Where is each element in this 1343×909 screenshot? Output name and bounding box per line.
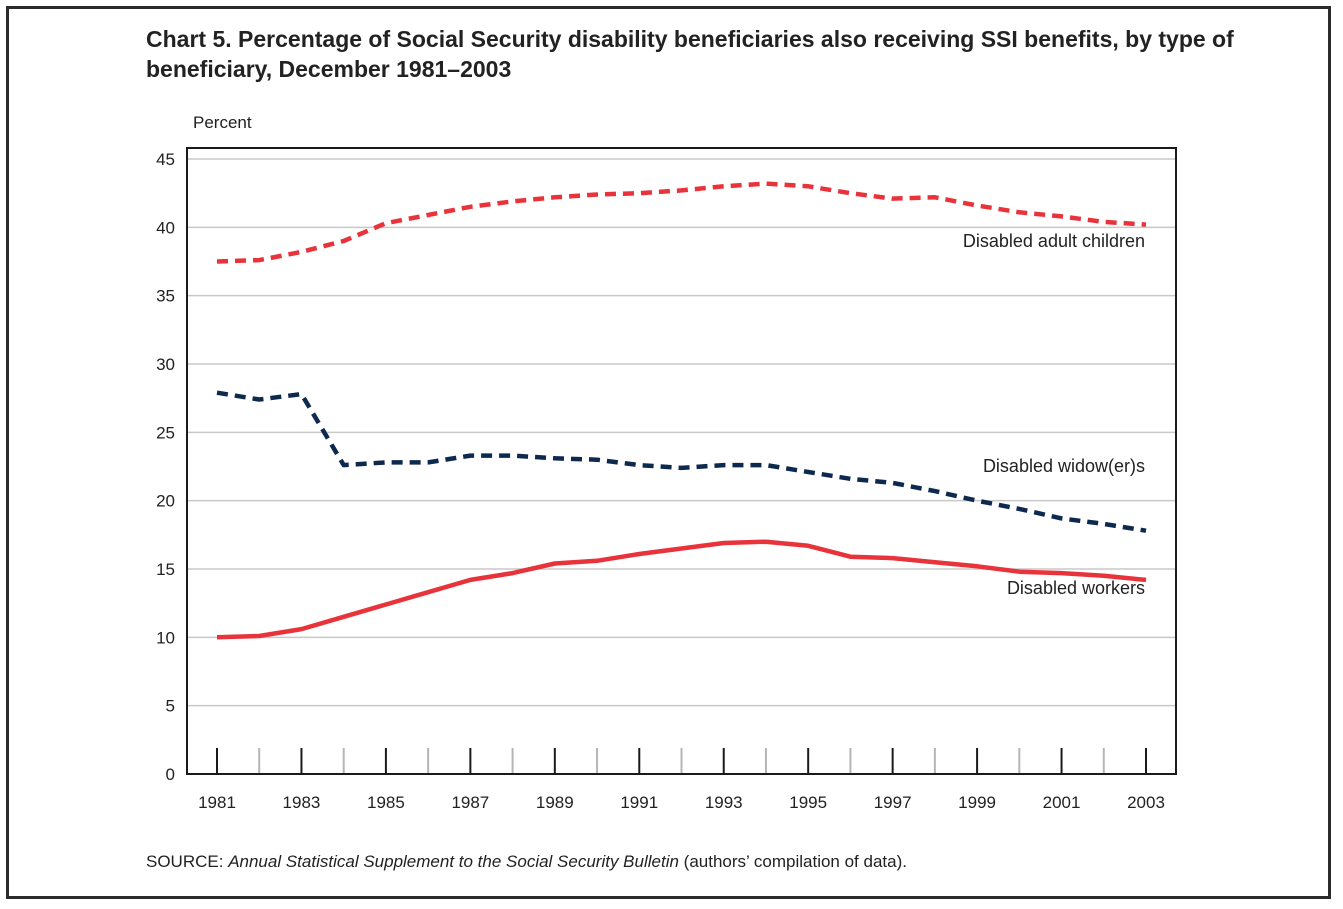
- x-tick-label-1997: 1997: [874, 793, 912, 812]
- x-tick-label-1995: 1995: [789, 793, 827, 812]
- series-line-disabled-widow-er-s: [216, 390, 1147, 533]
- x-axis-ticks: 1981 1983 1985 1987 1989 1991 1993 1995 1997 1999…: [198, 748, 1165, 812]
- x-tick-label-1989: 1989: [536, 793, 574, 812]
- plot-area-border: [186, 147, 1177, 775]
- series-group: [216, 181, 1147, 640]
- x-tick-label-1987: 1987: [451, 793, 489, 812]
- y-tick-label-10: 10: [156, 628, 175, 647]
- series-label-disabled-widow-er-s: Disabled widow(er)s: [983, 456, 1145, 476]
- series-line-disabled-adult-children: [216, 181, 1147, 264]
- x-tick-label-1985: 1985: [367, 793, 405, 812]
- y-tick-label-30: 30: [156, 355, 175, 374]
- y-axis-ticks: 0 5 10 15 20 25 30 35 40 45: [156, 150, 175, 784]
- source-publication: Annual Statistical Supplement to the Soc…: [228, 852, 679, 871]
- x-tick-label-1993: 1993: [705, 793, 743, 812]
- source-note: SOURCE: Annual Statistical Supplement to…: [146, 852, 907, 872]
- y-tick-label-20: 20: [156, 492, 175, 511]
- x-tick-label-2003: 2003: [1127, 793, 1165, 812]
- source-prefix: SOURCE:: [146, 852, 229, 871]
- y-tick-label-40: 40: [156, 218, 175, 237]
- x-tick-label-2001: 2001: [1043, 793, 1081, 812]
- source-suffix: (authors’ compilation of data).: [678, 852, 907, 871]
- x-tick-label-1991: 1991: [620, 793, 658, 812]
- series-line-disabled-workers: [216, 539, 1147, 640]
- x-tick-label-1999: 1999: [958, 793, 996, 812]
- y-tick-label-5: 5: [166, 697, 175, 716]
- series-labels: Disabled adult children Disabled widow(er…: [963, 231, 1145, 598]
- y-tick-label-15: 15: [156, 560, 175, 579]
- x-tick-label-1981: 1981: [198, 793, 236, 812]
- y-tick-label-35: 35: [156, 287, 175, 306]
- x-tick-label-1983: 1983: [283, 793, 321, 812]
- chart-title: Chart 5. Percentage of Social Security d…: [146, 26, 1234, 82]
- y-axis-label: Percent: [193, 113, 252, 132]
- series-label-disabled-adult-children: Disabled adult children: [963, 231, 1145, 251]
- y-tick-label-0: 0: [166, 765, 175, 784]
- series-label-disabled-workers: Disabled workers: [1007, 578, 1145, 598]
- chart-frame: [6, 6, 1331, 899]
- y-tick-label-25: 25: [156, 423, 175, 442]
- y-tick-label-45: 45: [156, 150, 175, 169]
